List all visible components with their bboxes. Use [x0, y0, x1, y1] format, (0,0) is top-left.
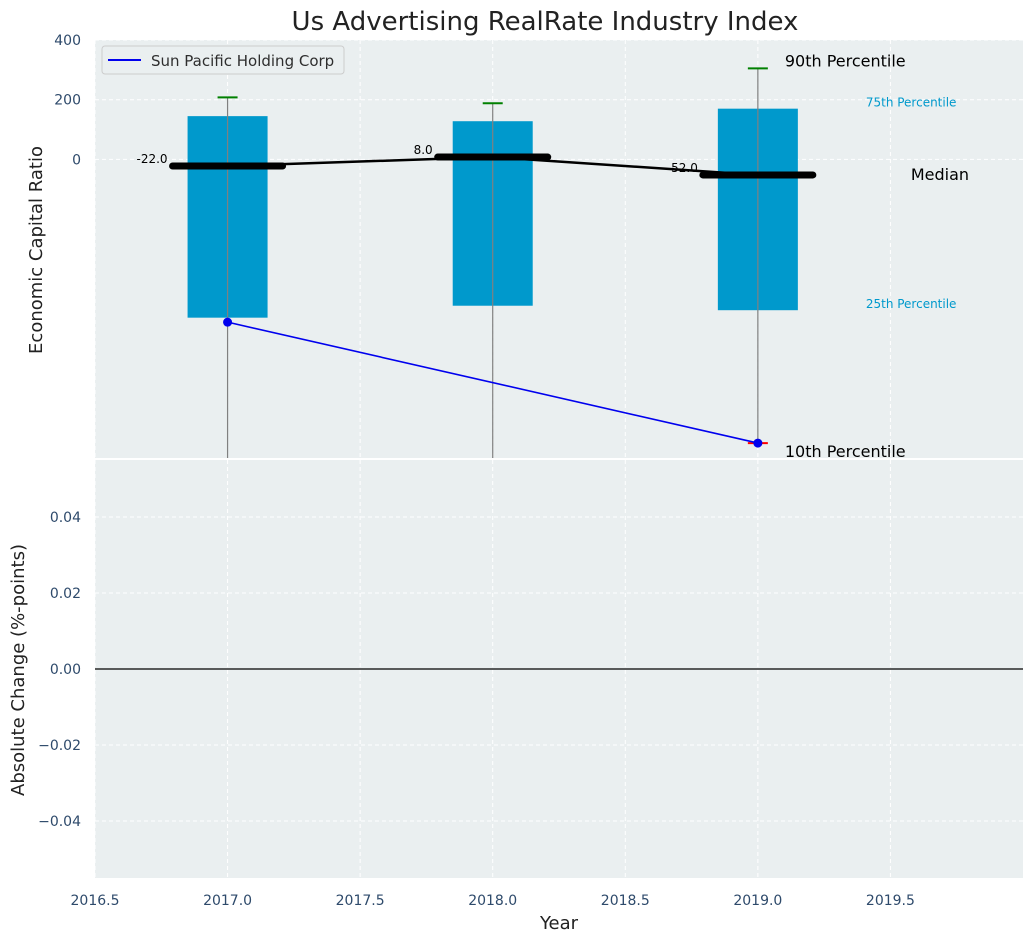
p90-annotation: 90th Percentile: [785, 51, 906, 70]
top-y-tick-label: 200: [54, 93, 81, 109]
chart-legend: Sun Pacific Holding Corp: [101, 45, 345, 75]
median-value-label: 8.0: [414, 143, 433, 157]
company-line: [227, 321, 759, 444]
median-value-label: -22.0: [137, 152, 168, 166]
median-line: [227, 155, 758, 177]
x-tick-label: 2016.5: [71, 893, 120, 909]
legend-box: [101, 45, 345, 75]
top-y-axis-label: Economic Capital Ratio: [26, 146, 47, 354]
bottom-y-axis-label: Absolute Change (%-points): [8, 544, 29, 796]
top-y-tick-label: 0: [72, 152, 81, 168]
x-tick-label: 2017.0: [203, 893, 252, 909]
x-tick-label: 2018.5: [601, 893, 650, 909]
bottom-y-tick-label: 0.04: [50, 510, 81, 526]
x-tick-label: 2019.5: [866, 893, 915, 909]
bottom-y-tick-label: −0.02: [38, 738, 81, 754]
company-point: [753, 438, 763, 448]
axis-text: 0 200 400 0.04 0.02 0.00 −0.02 −0.04 2016.5 2017.…: [38, 33, 1023, 909]
p25-annotation: 25th Percentile: [866, 297, 957, 311]
company-point: [223, 317, 233, 327]
x-tick-label: 2019.0: [733, 893, 782, 909]
p75-annotation: 75th Percentile: [866, 96, 957, 110]
x-axis-label: Year: [539, 913, 579, 934]
x-tick-label: 2018.0: [468, 893, 517, 909]
top-y-tick-label: 400: [54, 33, 81, 49]
x-tick-label: 2017.5: [336, 893, 385, 909]
legend-label-sun-pacific: Sun Pacific Holding Corp: [151, 52, 334, 70]
bottom-y-tick-label: 0.00: [50, 662, 81, 678]
bottom-y-tick-label: 0.02: [50, 586, 81, 602]
chart-title: Us Advertising RealRate Industry Index: [292, 7, 799, 37]
p10-annotation: 10th Percentile: [785, 442, 906, 461]
bottom-y-tick-label: −0.04: [38, 814, 81, 830]
top-chart-marks: -22.08.0-52.0: [137, 67, 817, 458]
median-annotation: Median: [911, 165, 969, 184]
